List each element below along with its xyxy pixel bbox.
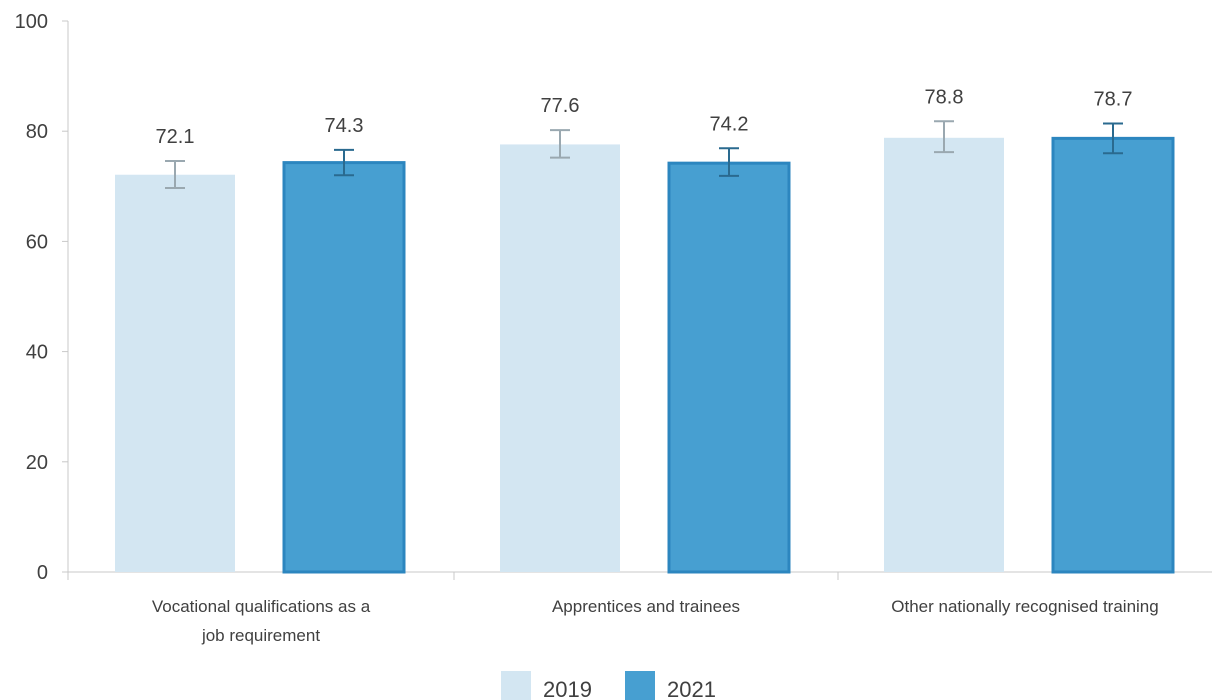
bar-2019-0 bbox=[115, 174, 235, 572]
data-label-2021-0: 74.3 bbox=[325, 115, 364, 137]
y-tick-label: 80 bbox=[26, 121, 48, 143]
y-tick-label: 0 bbox=[37, 562, 48, 584]
legend-swatch-2019 bbox=[501, 671, 531, 700]
category-label-1: Apprentices and trainees bbox=[552, 597, 740, 616]
category-label-0: Vocational qualifications as a bbox=[152, 597, 371, 616]
data-label-2021-2: 78.7 bbox=[1094, 88, 1133, 110]
bar-2019-1 bbox=[500, 144, 620, 572]
data-label-2021-1: 74.2 bbox=[710, 113, 749, 135]
y-tick-label: 60 bbox=[26, 231, 48, 253]
data-label-2019-1: 77.6 bbox=[541, 95, 580, 117]
data-label-2019-2: 78.8 bbox=[925, 86, 964, 108]
bar-2019-2 bbox=[884, 137, 1004, 572]
bar-2021-2 bbox=[1051, 136, 1175, 574]
legend-swatch-2021 bbox=[625, 671, 655, 700]
data-label-2019-0: 72.1 bbox=[156, 126, 195, 148]
y-tick-label: 20 bbox=[26, 452, 48, 474]
legend-label-2021: 2021 bbox=[667, 677, 716, 700]
bar-2021-0 bbox=[282, 161, 406, 574]
y-tick-label: 100 bbox=[15, 11, 48, 33]
category-label-0: job requirement bbox=[201, 626, 320, 645]
y-tick-label: 40 bbox=[26, 342, 48, 364]
category-label-2: Other nationally recognised training bbox=[891, 597, 1158, 616]
legend-label-2019: 2019 bbox=[543, 677, 592, 700]
bar-2021-1 bbox=[667, 161, 791, 574]
